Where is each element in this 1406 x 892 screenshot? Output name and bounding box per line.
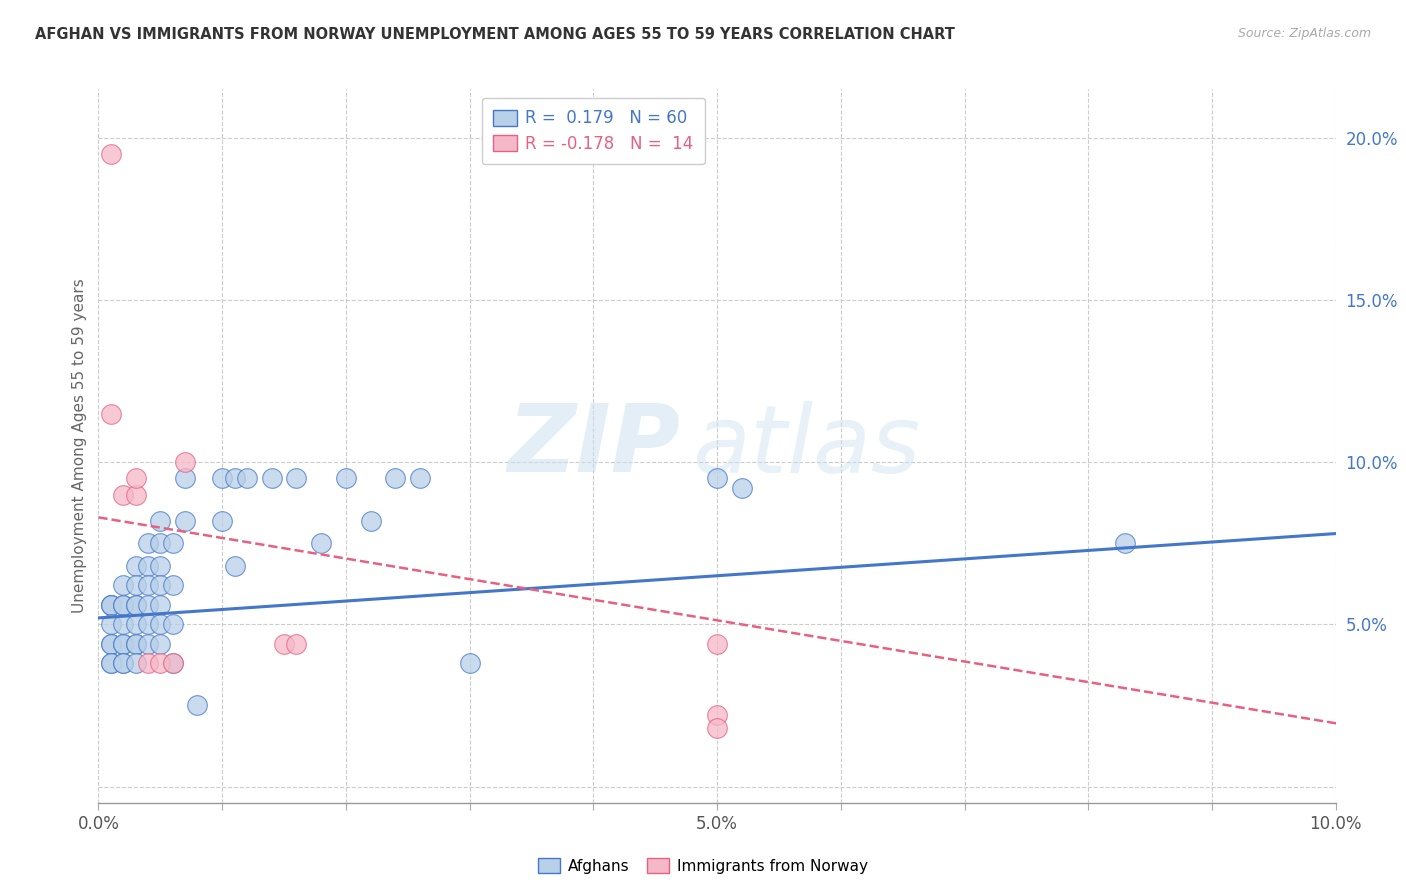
Point bbox=[124, 488, 146, 502]
Point bbox=[273, 637, 295, 651]
Point bbox=[112, 657, 135, 671]
Point bbox=[124, 471, 146, 485]
Point bbox=[124, 617, 146, 632]
Point bbox=[162, 657, 184, 671]
Point bbox=[100, 598, 122, 612]
Point bbox=[706, 471, 728, 485]
Point bbox=[136, 578, 159, 592]
Point bbox=[174, 471, 197, 485]
Point bbox=[100, 407, 122, 421]
Point bbox=[149, 559, 172, 574]
Text: AFGHAN VS IMMIGRANTS FROM NORWAY UNEMPLOYMENT AMONG AGES 55 TO 59 YEARS CORRELAT: AFGHAN VS IMMIGRANTS FROM NORWAY UNEMPLO… bbox=[35, 27, 955, 42]
Point bbox=[211, 471, 233, 485]
Point bbox=[112, 578, 135, 592]
Point bbox=[112, 617, 135, 632]
Point bbox=[384, 471, 406, 485]
Point bbox=[100, 657, 122, 671]
Text: ZIP: ZIP bbox=[508, 400, 681, 492]
Legend: R =  0.179   N = 60, R = -0.178   N =  14: R = 0.179 N = 60, R = -0.178 N = 14 bbox=[482, 97, 704, 164]
Point bbox=[285, 471, 308, 485]
Legend: Afghans, Immigrants from Norway: Afghans, Immigrants from Norway bbox=[533, 852, 873, 880]
Point bbox=[124, 559, 146, 574]
Point bbox=[706, 637, 728, 651]
Point bbox=[124, 598, 146, 612]
Point bbox=[100, 637, 122, 651]
Point bbox=[285, 637, 308, 651]
Point bbox=[100, 657, 122, 671]
Point bbox=[136, 637, 159, 651]
Point bbox=[100, 147, 122, 161]
Point bbox=[112, 598, 135, 612]
Point bbox=[731, 481, 754, 495]
Point bbox=[136, 559, 159, 574]
Text: atlas: atlas bbox=[692, 401, 921, 491]
Point bbox=[458, 657, 481, 671]
Point bbox=[100, 598, 122, 612]
Point bbox=[112, 488, 135, 502]
Point bbox=[162, 536, 184, 550]
Point bbox=[136, 536, 159, 550]
Point bbox=[260, 471, 283, 485]
Point bbox=[1114, 536, 1136, 550]
Y-axis label: Unemployment Among Ages 55 to 59 years: Unemployment Among Ages 55 to 59 years bbox=[72, 278, 87, 614]
Point bbox=[136, 617, 159, 632]
Point bbox=[174, 455, 197, 469]
Point bbox=[360, 514, 382, 528]
Point bbox=[149, 536, 172, 550]
Point bbox=[409, 471, 432, 485]
Point bbox=[224, 559, 246, 574]
Point bbox=[149, 598, 172, 612]
Point bbox=[149, 578, 172, 592]
Point bbox=[124, 598, 146, 612]
Point bbox=[112, 657, 135, 671]
Text: Source: ZipAtlas.com: Source: ZipAtlas.com bbox=[1237, 27, 1371, 40]
Point bbox=[124, 637, 146, 651]
Point bbox=[162, 617, 184, 632]
Point bbox=[186, 698, 208, 713]
Point bbox=[100, 598, 122, 612]
Point bbox=[211, 514, 233, 528]
Point bbox=[149, 637, 172, 651]
Point bbox=[149, 617, 172, 632]
Point bbox=[162, 578, 184, 592]
Point bbox=[124, 637, 146, 651]
Point bbox=[149, 657, 172, 671]
Point bbox=[162, 657, 184, 671]
Point bbox=[136, 657, 159, 671]
Point bbox=[112, 637, 135, 651]
Point bbox=[224, 471, 246, 485]
Point bbox=[112, 598, 135, 612]
Point bbox=[335, 471, 357, 485]
Point bbox=[706, 708, 728, 723]
Point bbox=[309, 536, 332, 550]
Point bbox=[149, 514, 172, 528]
Point bbox=[124, 578, 146, 592]
Point bbox=[112, 637, 135, 651]
Point bbox=[124, 657, 146, 671]
Point bbox=[136, 598, 159, 612]
Point bbox=[100, 637, 122, 651]
Point bbox=[100, 617, 122, 632]
Point bbox=[174, 514, 197, 528]
Point bbox=[236, 471, 259, 485]
Point bbox=[706, 721, 728, 735]
